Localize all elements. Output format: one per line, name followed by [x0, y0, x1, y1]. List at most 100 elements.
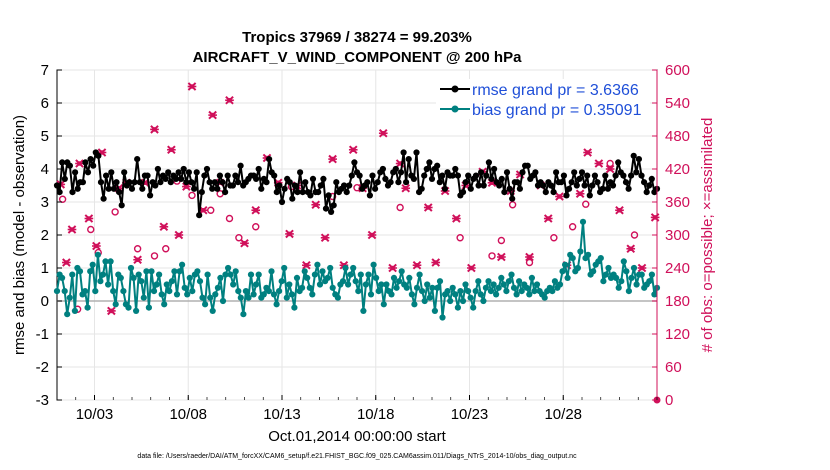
rmse-point	[185, 169, 192, 176]
rmse-point	[178, 175, 185, 182]
rmse-point	[346, 182, 353, 189]
bias-point	[53, 288, 61, 295]
rmse-point	[162, 175, 169, 182]
rmse-point	[485, 159, 492, 166]
obs-possible-marker	[150, 252, 159, 260]
bias-point	[125, 304, 132, 311]
obs-possible-marker	[525, 258, 534, 267]
bias-point	[510, 284, 518, 291]
rmse-point	[330, 202, 337, 209]
obs-possible-marker	[606, 159, 614, 168]
rmse-point	[278, 198, 286, 206]
x-tick-label: 10/18	[357, 406, 395, 423]
bias-point	[130, 274, 137, 281]
bias-point	[493, 291, 500, 298]
obs-assimilated-marker	[555, 192, 564, 201]
bias-point	[388, 291, 395, 298]
bias-point	[306, 284, 313, 291]
bias-point	[222, 271, 229, 278]
bias-point	[579, 218, 587, 225]
bias-point	[135, 271, 142, 278]
rmse-point	[90, 162, 97, 169]
bias-point	[480, 297, 487, 305]
bias-point	[82, 288, 89, 295]
rmse-point	[100, 195, 107, 202]
bias-point	[459, 297, 467, 305]
rmse-point	[234, 179, 242, 186]
bias-point	[482, 284, 489, 291]
rmse-point	[56, 189, 63, 196]
bias-point	[156, 271, 163, 278]
obs-assimilated-marker	[251, 205, 261, 215]
bias-point	[161, 301, 168, 308]
y-tick-label-left: 7	[41, 62, 49, 79]
bias-point	[176, 268, 183, 275]
obs-assimilated-core	[469, 265, 474, 271]
obs-assimilated-marker	[637, 263, 647, 273]
bias-point	[145, 304, 152, 311]
rmse-point	[229, 182, 236, 189]
bias-point	[518, 288, 525, 295]
bias-point	[278, 278, 285, 285]
rmse-point	[400, 149, 407, 156]
bias-point	[449, 284, 456, 291]
bias-point	[503, 288, 510, 295]
obs-assimilated-core	[152, 127, 157, 132]
bias-point	[625, 288, 633, 295]
y-tick-label-left: 4	[41, 161, 49, 178]
rmse-point	[193, 169, 200, 176]
rmse-point	[576, 175, 583, 182]
rmse-point	[201, 172, 208, 179]
rmse-point	[540, 182, 547, 189]
obs-assimilated-marker	[150, 125, 159, 134]
bias-point	[585, 251, 592, 258]
rmse-point	[191, 185, 198, 192]
bias-point	[327, 264, 334, 272]
bias-point	[97, 278, 104, 285]
rmse-point	[333, 179, 340, 186]
rmse-point	[222, 189, 229, 196]
obs-possible-marker	[87, 225, 95, 234]
obs-assimilated-core	[527, 254, 532, 260]
bias-point	[143, 268, 150, 275]
obs-assimilated-core	[69, 227, 75, 232]
bias-point	[173, 291, 181, 298]
obs-assimilated-core	[607, 166, 613, 172]
bias-point	[574, 264, 582, 272]
y-tick-label-right: 300	[665, 227, 690, 244]
obs-assimilated-core	[577, 191, 583, 197]
rmse-point	[428, 175, 436, 182]
obs-assimilated-marker	[328, 154, 337, 164]
rmse-point	[480, 182, 487, 189]
obs-assimilated-core	[169, 147, 174, 153]
obs-assimilated-core	[350, 147, 356, 153]
bias-point	[375, 288, 382, 295]
rmse-point	[514, 179, 521, 186]
bias-point	[426, 294, 433, 301]
bias-point	[181, 284, 188, 291]
series-layer	[53, 149, 661, 321]
bias-point	[207, 294, 214, 301]
rmse-point	[157, 179, 164, 186]
rmse-point	[405, 156, 412, 163]
obs-assimilated-core	[86, 216, 92, 221]
rmse-point	[452, 165, 459, 173]
bias-point	[628, 274, 635, 281]
obs-assimilated-core	[628, 246, 634, 252]
obs-assimilated-marker	[525, 252, 534, 262]
bias-point	[472, 288, 479, 295]
bias-point	[411, 301, 418, 308]
rmse-point	[95, 152, 102, 159]
rmse-point	[439, 172, 446, 179]
obs-assimilated-marker	[75, 159, 84, 168]
y-tick-label-left: -3	[36, 392, 49, 409]
bias-point	[168, 278, 175, 285]
bias-point	[255, 271, 262, 278]
bias-point	[355, 288, 362, 295]
legend-bias-label: bias grand pr = 0.35091	[472, 102, 642, 119]
obs-assimilated-core	[184, 184, 189, 189]
rmse-point	[97, 179, 105, 186]
bias-point	[286, 281, 293, 288]
bias-point	[253, 281, 260, 288]
bias-point	[523, 284, 530, 291]
